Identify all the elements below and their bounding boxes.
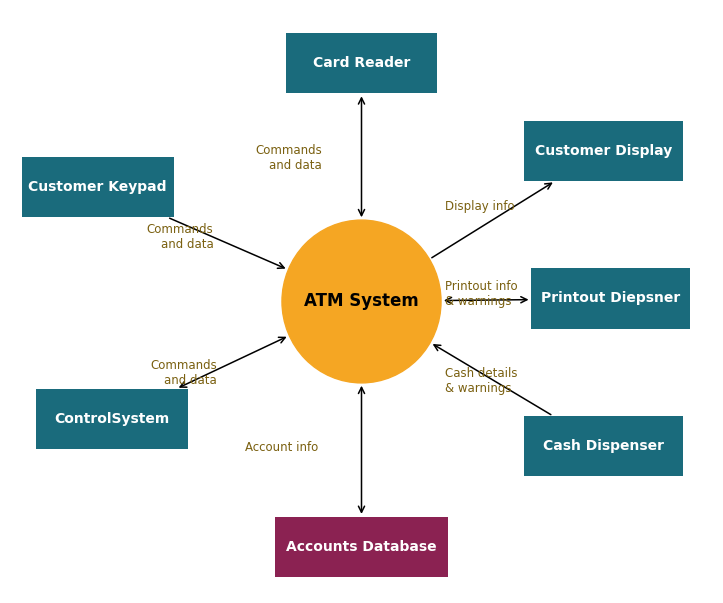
Text: ATM System: ATM System — [304, 292, 419, 311]
Text: Customer Keypad: Customer Keypad — [28, 180, 167, 194]
Text: Account info: Account info — [245, 441, 318, 454]
Text: Cash details
& warnings: Cash details & warnings — [445, 367, 517, 395]
FancyBboxPatch shape — [275, 517, 448, 577]
FancyBboxPatch shape — [531, 268, 690, 329]
Text: Printout info
& warnings: Printout info & warnings — [445, 280, 517, 308]
Text: Commands
and data: Commands and data — [147, 223, 213, 251]
Text: Customer Display: Customer Display — [535, 144, 672, 158]
Text: Display info: Display info — [445, 200, 514, 213]
Text: ControlSystem: ControlSystem — [54, 412, 170, 426]
FancyBboxPatch shape — [22, 157, 174, 217]
Text: Card Reader: Card Reader — [313, 56, 410, 71]
FancyBboxPatch shape — [286, 33, 437, 93]
FancyBboxPatch shape — [36, 389, 188, 449]
Text: Cash Dispenser: Cash Dispenser — [543, 439, 664, 453]
FancyBboxPatch shape — [524, 416, 683, 476]
Ellipse shape — [282, 220, 441, 383]
Text: Commands
and data: Commands and data — [255, 144, 322, 172]
Text: Printout Diepsner: Printout Diepsner — [542, 291, 680, 306]
FancyBboxPatch shape — [524, 121, 683, 181]
Text: Commands
and data: Commands and data — [150, 359, 217, 387]
Text: Accounts Database: Accounts Database — [286, 540, 437, 554]
